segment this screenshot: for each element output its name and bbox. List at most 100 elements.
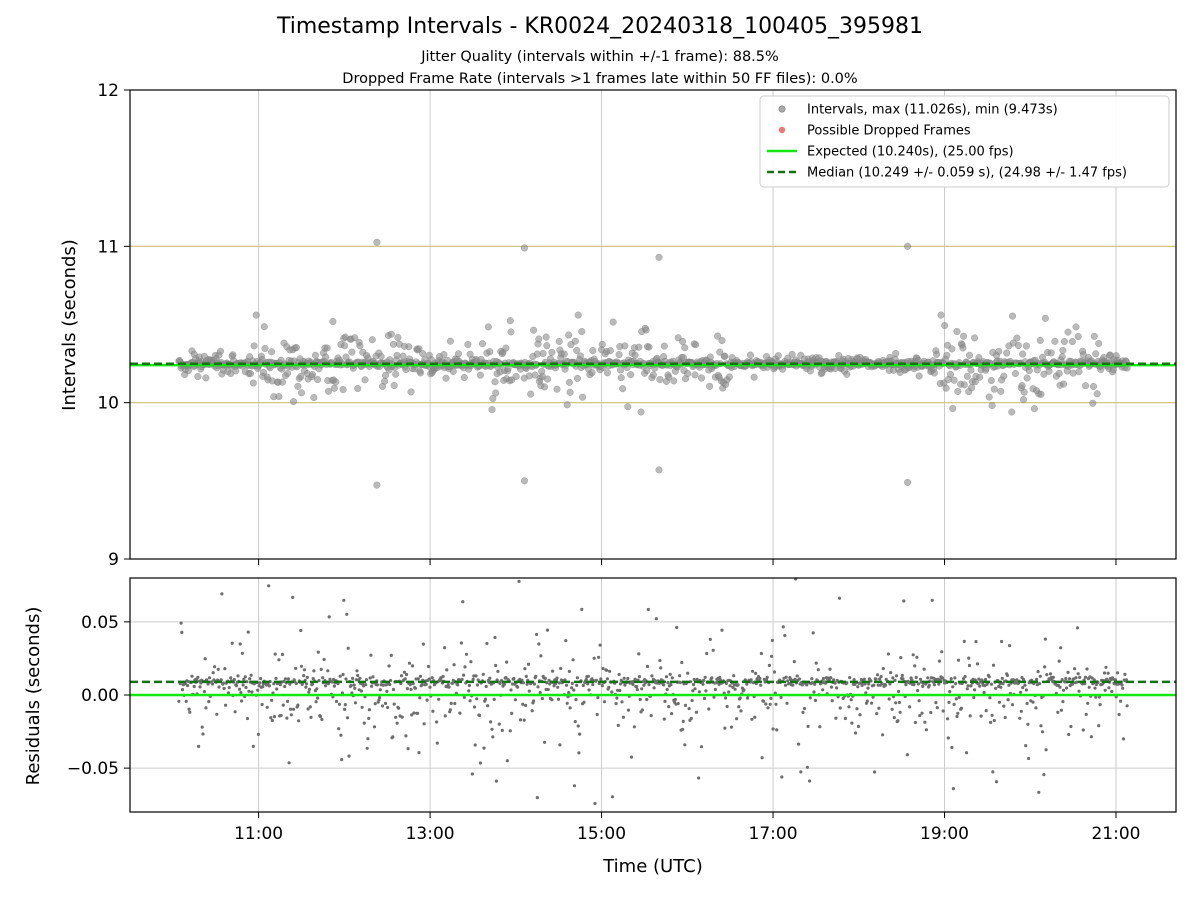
- residual-point: [1117, 712, 1121, 717]
- residual-point: [466, 554, 469, 557]
- residual-point: [915, 655, 919, 659]
- residual-point: [302, 674, 306, 678]
- residual-point: [1066, 670, 1070, 675]
- residual-point: [991, 770, 995, 774]
- residual-point: [703, 675, 707, 679]
- residual-point: [409, 687, 413, 692]
- residual-point: [900, 673, 904, 678]
- interval-point: [541, 383, 549, 391]
- residuals-y-axis-label: Residuals (seconds): [23, 607, 44, 786]
- residual-point: [745, 696, 750, 700]
- interval-point: [442, 374, 450, 382]
- residual-point: [380, 704, 385, 708]
- residual-point: [841, 696, 845, 701]
- residual-point: [693, 687, 697, 691]
- residual-point: [692, 677, 696, 682]
- residual-point: [854, 731, 858, 735]
- residual-point: [1085, 667, 1089, 671]
- residual-point: [443, 714, 447, 718]
- residual-point: [556, 697, 561, 701]
- interval-point: [995, 347, 1003, 355]
- residual-point: [581, 683, 585, 688]
- residual-point: [616, 723, 620, 728]
- residual-point: [575, 683, 579, 688]
- interval-point: [194, 373, 202, 381]
- residual-point: [546, 687, 550, 692]
- residual-point: [327, 615, 331, 619]
- residual-point: [485, 641, 489, 646]
- residual-point: [285, 716, 289, 720]
- residual-point: [949, 677, 953, 681]
- interval-point: [356, 342, 364, 350]
- residual-point: [650, 674, 654, 678]
- residual-point: [222, 686, 226, 691]
- residual-point: [1025, 701, 1029, 706]
- interval-point: [1059, 346, 1067, 354]
- interval-point: [1003, 349, 1011, 357]
- interval-point: [381, 377, 389, 385]
- residual-point: [491, 735, 495, 739]
- residual-point: [808, 696, 812, 700]
- residual-point: [708, 637, 712, 642]
- residual-point: [574, 698, 578, 702]
- residual-point: [829, 685, 834, 689]
- interval-point: [464, 340, 472, 349]
- residual-point: [805, 683, 809, 687]
- residual-point: [1037, 790, 1041, 794]
- residual-point: [397, 706, 401, 710]
- residual-point: [229, 676, 233, 680]
- interval-point: [1089, 382, 1098, 391]
- residual-point: [864, 691, 868, 695]
- residual-point: [871, 695, 875, 699]
- residual-point: [886, 652, 891, 656]
- residual-point: [718, 675, 722, 680]
- residual-point: [594, 678, 599, 682]
- residual-point: [223, 667, 227, 671]
- interval-point: [642, 326, 650, 334]
- residual-point: [487, 680, 491, 685]
- residual-point: [769, 696, 773, 701]
- residual-point: [605, 668, 609, 672]
- residual-point: [343, 707, 347, 712]
- interval-point: [377, 352, 385, 360]
- residual-point: [666, 681, 670, 685]
- residual-point: [1061, 700, 1065, 704]
- interval-point: [507, 328, 515, 336]
- residual-point: [242, 677, 246, 682]
- residual-point: [821, 676, 826, 681]
- residual-point: [951, 787, 956, 791]
- residual-point: [247, 689, 251, 693]
- residual-point: [360, 705, 364, 709]
- interval-point: [655, 466, 663, 474]
- residual-point: [523, 667, 527, 671]
- residual-point: [534, 674, 538, 679]
- residual-point: [215, 712, 219, 716]
- interval-point: [892, 349, 900, 358]
- interval-point: [573, 374, 581, 382]
- residual-point: [732, 674, 736, 678]
- interval-point: [543, 375, 552, 383]
- residual-point: [797, 677, 802, 681]
- residual-point: [975, 662, 980, 666]
- legend-median-label: Median (10.249 +/- 0.059 s), (24.98 +/- …: [807, 166, 1127, 181]
- interval-point: [543, 342, 551, 350]
- residual-point: [518, 718, 523, 722]
- interval-point: [520, 477, 528, 485]
- residual-point: [729, 725, 734, 729]
- residual-point: [248, 677, 252, 681]
- interval-point: [407, 388, 415, 396]
- residual-point: [951, 685, 955, 689]
- residual-point: [999, 685, 1003, 689]
- residual-point: [916, 689, 920, 693]
- residual-point: [197, 744, 201, 749]
- residual-point: [481, 672, 485, 676]
- residual-point: [635, 685, 639, 689]
- residual-point: [180, 688, 185, 692]
- residual-point: [462, 673, 466, 677]
- residual-point: [1019, 690, 1023, 694]
- residual-point: [527, 689, 531, 693]
- interval-point: [1055, 369, 1063, 377]
- residual-point: [615, 696, 619, 700]
- residual-point: [680, 660, 684, 665]
- residual-point: [314, 700, 318, 704]
